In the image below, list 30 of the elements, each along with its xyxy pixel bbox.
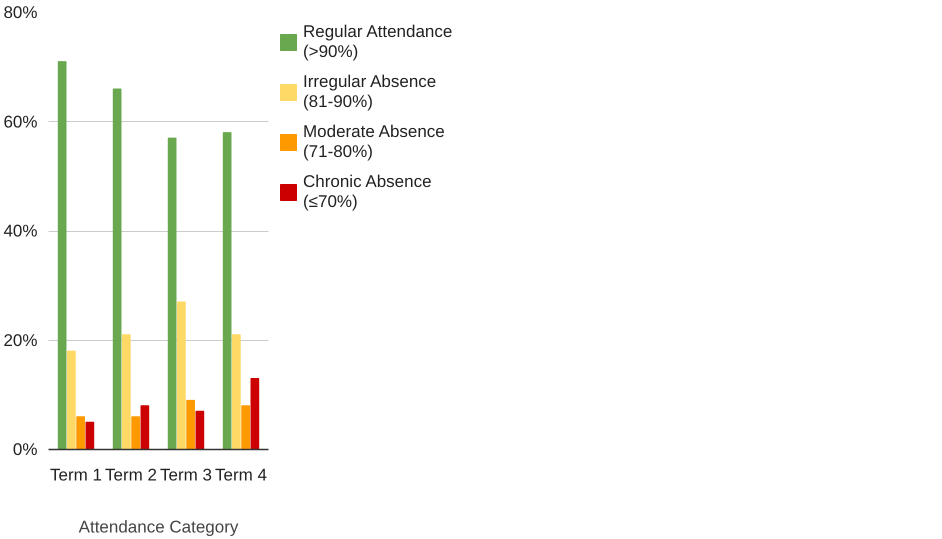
bar xyxy=(112,88,122,450)
bar xyxy=(122,334,131,450)
legend-label: Irregular Absence (81-90%) xyxy=(303,72,436,112)
x-tick-label: Term 1 xyxy=(50,466,102,484)
y-tick-label: 80% xyxy=(3,3,38,22)
y-tick-label: 60% xyxy=(3,112,38,132)
legend-label: Moderate Absence (71-80%) xyxy=(303,122,445,162)
bar xyxy=(58,61,66,450)
y-tick-label: 0% xyxy=(12,440,38,459)
x-tick-label: Term 2 xyxy=(105,466,157,484)
y-tick-label: 20% xyxy=(3,330,38,350)
bar xyxy=(232,334,241,450)
bar xyxy=(250,378,260,450)
x-axis-title: Attendance Category xyxy=(78,518,239,536)
legend-label: Chronic Absence (≤70%) xyxy=(303,172,432,212)
bar xyxy=(177,302,186,450)
bar xyxy=(186,400,195,450)
bar xyxy=(67,350,76,450)
legend-label: Regular Attendance (>90%) xyxy=(303,22,452,62)
bar xyxy=(222,132,232,450)
bar xyxy=(168,138,176,450)
x-tick-label: Term 4 xyxy=(215,466,267,484)
bar xyxy=(131,416,140,450)
bar xyxy=(140,405,150,450)
bar xyxy=(76,416,85,450)
bar xyxy=(196,410,204,450)
y-tick-label: 40% xyxy=(3,222,38,240)
x-tick-label: Term 3 xyxy=(160,466,212,484)
bar xyxy=(241,405,250,450)
bar xyxy=(86,422,94,450)
